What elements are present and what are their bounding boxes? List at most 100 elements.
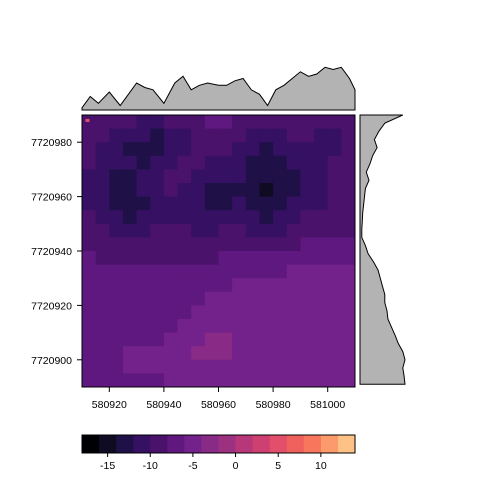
raster-cell	[314, 346, 329, 361]
x-tick-label: 580980	[256, 399, 291, 411]
raster-cell	[300, 278, 315, 293]
raster-cell	[314, 319, 329, 334]
raster-cell	[150, 223, 165, 238]
raster-cell	[314, 142, 329, 157]
raster-cell	[300, 359, 315, 374]
raster-cell	[218, 155, 233, 170]
raster-cell	[95, 169, 110, 184]
raster-cell	[136, 305, 151, 320]
raster-cell	[341, 291, 356, 306]
raster-cell	[218, 223, 233, 238]
raster-cell	[82, 291, 97, 306]
colorbar-tick-label: -15	[100, 460, 115, 472]
y-axis: 7720900 7720920 7720940 7720960 7720980	[31, 137, 82, 367]
colorbar-tick-label: 10	[315, 460, 327, 472]
raster-cell	[314, 359, 329, 374]
raster-cell	[300, 291, 315, 306]
raster-cell	[177, 223, 192, 238]
raster-cell	[245, 332, 260, 347]
raster-cell	[259, 251, 274, 266]
x-axis: 580920 580940 580960 580980 581000	[92, 387, 345, 411]
raster-cell	[245, 210, 260, 225]
raster-cell	[300, 196, 315, 211]
raster-cell	[163, 155, 179, 170]
raster-cell	[245, 264, 260, 279]
raster-cell	[245, 319, 260, 334]
raster-cell	[163, 291, 179, 306]
raster-cell	[95, 305, 110, 320]
raster-cell	[341, 155, 356, 170]
raster-cell	[273, 210, 288, 225]
raster-cell	[300, 223, 315, 238]
raster-cell	[109, 237, 124, 252]
raster-cell	[82, 183, 97, 198]
raster-cell	[218, 210, 233, 225]
raster-cell	[136, 237, 151, 252]
raster-cell	[177, 346, 192, 361]
colorbar-swatch	[99, 435, 117, 453]
raster-cell	[109, 359, 124, 374]
top-marginal-plot	[81, 66, 356, 111]
raster-cell	[314, 305, 329, 320]
raster-cell	[327, 169, 342, 184]
raster-cell	[95, 142, 110, 157]
raster-cell	[259, 115, 274, 130]
raster-cell	[163, 373, 179, 388]
colorbar-tick-label: 5	[275, 460, 281, 472]
raster-cell	[150, 196, 165, 211]
raster-cell	[218, 305, 233, 320]
raster-highlight-cell	[85, 118, 90, 122]
raster-cell	[204, 142, 219, 157]
raster-cell	[327, 115, 342, 130]
raster-cell	[232, 128, 247, 143]
raster-cell	[327, 264, 342, 279]
raster-cell	[136, 155, 151, 170]
raster-cell	[259, 264, 274, 279]
raster-cell	[163, 251, 179, 266]
raster-cell	[314, 169, 329, 184]
raster-cell	[300, 332, 315, 347]
raster-cell	[82, 128, 97, 143]
raster-cell	[177, 278, 192, 293]
raster-cell	[136, 196, 151, 211]
raster-cell	[163, 196, 179, 211]
raster-cell	[95, 278, 110, 293]
raster-cell	[150, 169, 165, 184]
raster-cell	[245, 155, 260, 170]
colorbar-swatch	[269, 435, 288, 453]
raster-cell	[163, 169, 179, 184]
raster-cell	[341, 373, 356, 388]
raster-cell	[191, 128, 206, 143]
raster-cell	[286, 305, 301, 320]
raster-cell	[341, 115, 356, 130]
raster-cell	[204, 210, 219, 225]
raster-cell	[122, 210, 138, 225]
raster-cell	[204, 332, 219, 347]
raster-cell	[259, 291, 274, 306]
raster-cell	[82, 264, 97, 279]
raster-cell	[177, 142, 192, 157]
raster-cell	[259, 373, 274, 388]
raster-cell	[95, 128, 110, 143]
raster-cell	[259, 142, 274, 157]
raster-cell	[109, 373, 124, 388]
raster-cell	[82, 210, 97, 225]
raster-cell	[95, 346, 110, 361]
raster-cell	[327, 291, 342, 306]
colorbar-frame	[81, 434, 356, 454]
raster-cell	[122, 237, 138, 252]
raster-cell	[232, 332, 247, 347]
raster-cell	[204, 223, 219, 238]
raster-cell	[150, 332, 165, 347]
raster-cell	[177, 264, 192, 279]
raster-cell	[150, 264, 165, 279]
raster-cell	[177, 332, 192, 347]
raster-cell	[300, 237, 315, 252]
raster-cell	[218, 237, 233, 252]
raster-cell	[327, 196, 342, 211]
raster-cell	[286, 346, 301, 361]
raster-cell	[150, 373, 165, 388]
raster-cell	[177, 115, 192, 130]
raster-cell	[191, 373, 206, 388]
raster-cell	[95, 155, 110, 170]
